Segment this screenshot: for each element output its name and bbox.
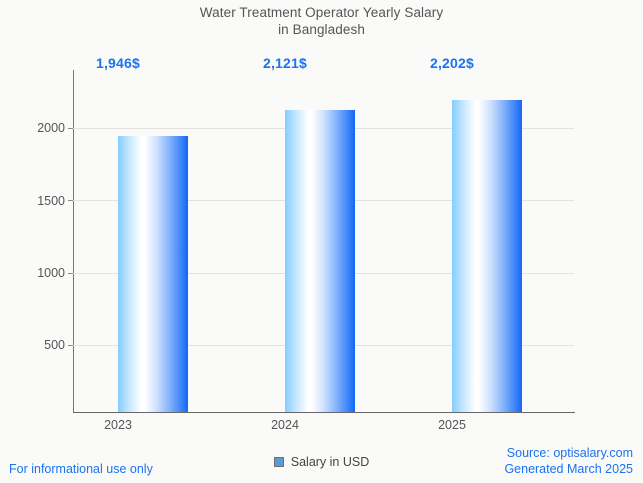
bar-2025[interactable]	[452, 100, 522, 412]
y-tick-label-1500: 1500	[37, 194, 65, 208]
tick-mark-500	[68, 345, 73, 346]
value-label-2024: 2,121$	[262, 55, 308, 71]
x-tick-label-2023: 2023	[104, 418, 132, 432]
legend-item-label[interactable]: Salary in USD	[290, 455, 370, 469]
x-tick-label-2024: 2024	[271, 418, 299, 432]
generated-date: Generated March 2025	[504, 462, 633, 476]
value-label-2023: 1,946$	[95, 55, 141, 71]
bar-2024[interactable]	[285, 110, 355, 412]
page-title: Water Treatment Operator Yearly Salary i…	[0, 4, 643, 38]
tick-mark-1000	[68, 273, 73, 274]
tick-mark-1500	[68, 200, 73, 201]
x-axis-line	[73, 412, 575, 413]
chart-title-line-1: Water Treatment Operator Yearly Salary	[199, 5, 444, 20]
value-label-2025: 2,202$	[429, 55, 475, 71]
chart-title-line-2: in Bangladesh	[278, 22, 365, 37]
y-tick-label-2000: 2000	[37, 121, 65, 135]
source-link[interactable]: Source: optisalary.com	[506, 446, 633, 460]
y-tick-label-500: 500	[44, 338, 65, 352]
x-tick-label-2025: 2025	[438, 418, 466, 432]
tick-mark-2000	[68, 128, 73, 129]
y-tick-label-1000: 1000	[37, 266, 65, 280]
bar-2023[interactable]	[118, 136, 188, 412]
source-attribution: Source: optisalary.com Generated March 2…	[504, 445, 633, 477]
chart-legend: Salary in USD	[0, 455, 643, 469]
plot-area	[68, 70, 574, 412]
y-axis-line	[73, 70, 74, 413]
legend-swatch-icon	[273, 457, 284, 467]
disclaimer-text: For informational use only	[9, 462, 153, 476]
